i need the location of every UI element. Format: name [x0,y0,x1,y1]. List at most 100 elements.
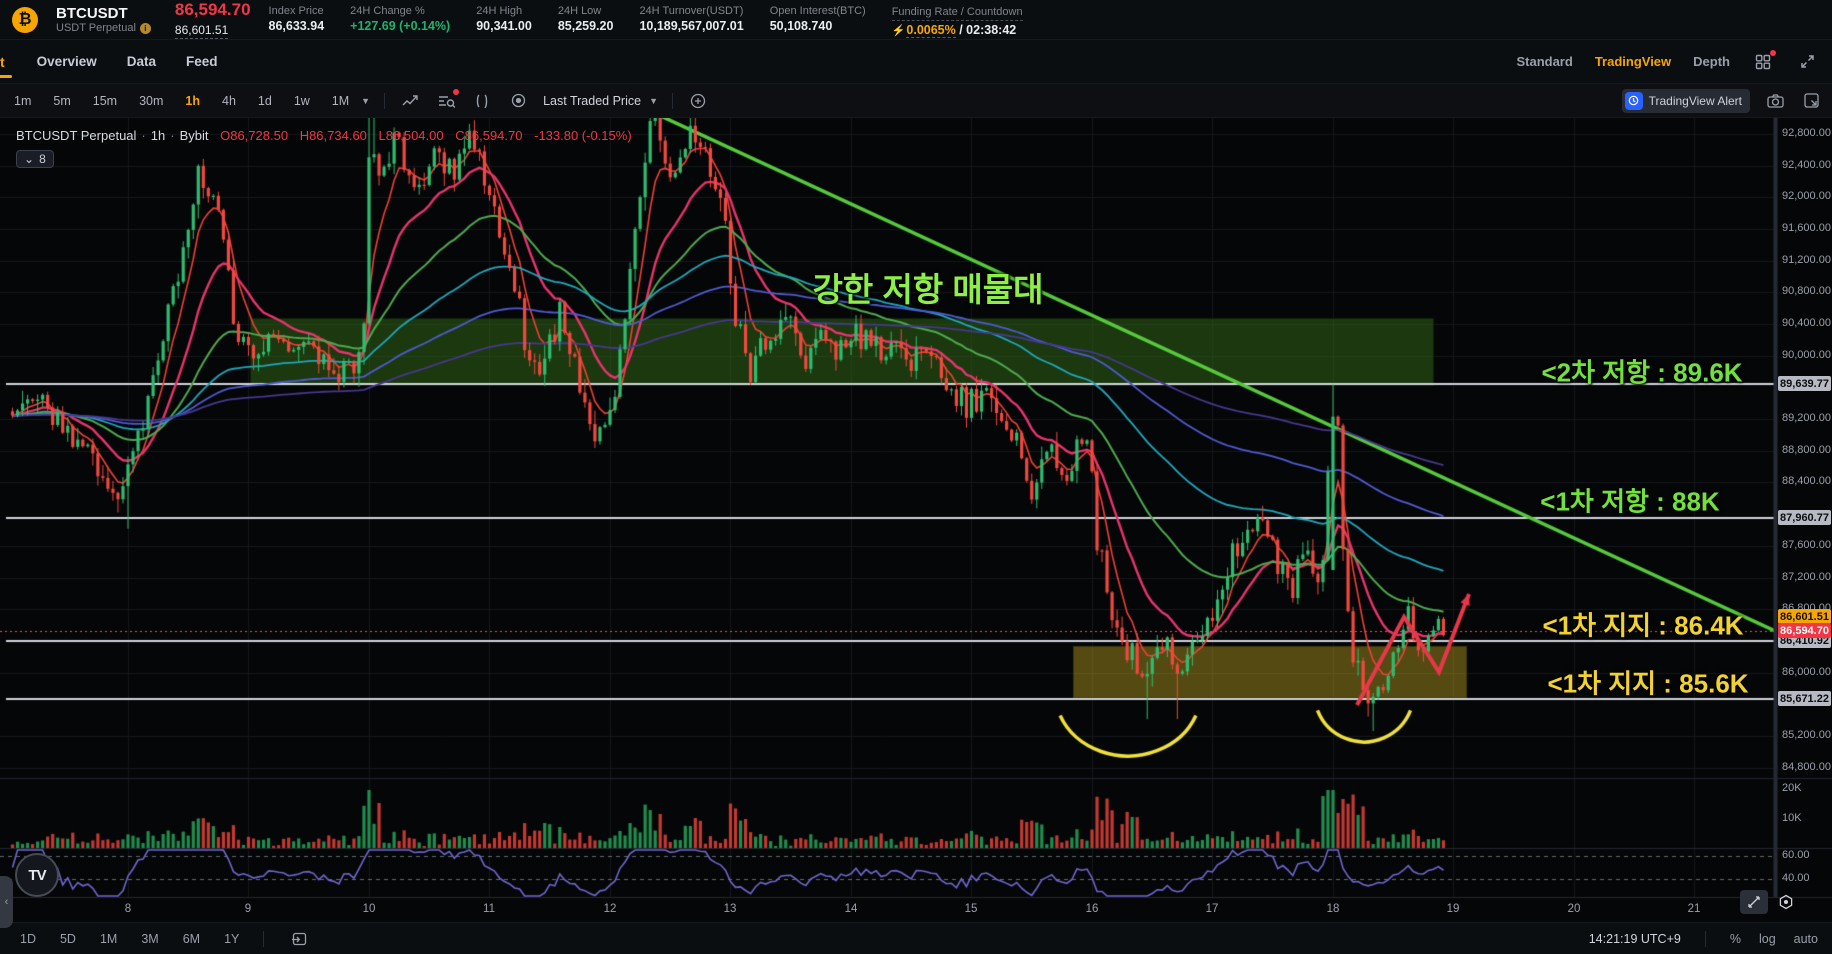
tab-overview[interactable]: Overview [36,54,97,69]
view-mode-standard[interactable]: Standard [1516,54,1573,69]
price-source-target-icon[interactable] [507,90,529,112]
funding-countdown: / 02:38:42 [955,22,1017,37]
price-tick-label: 91,600.00 [1782,222,1831,234]
interval-30m[interactable]: 30m [139,93,164,108]
range-6m[interactable]: 6M [182,931,201,946]
time-tick-label: 10 [362,903,376,915]
interval-4h[interactable]: 4h [222,93,236,108]
indicators-dot [453,88,460,95]
tab-chart-partial[interactable]: t [0,42,12,82]
price-tick-label: 10K [1782,812,1802,824]
chart-area[interactable]: BTCUSDT Perpetual · 1h · Bybit O86,728.50 H8… [0,118,1832,928]
panel-collapse-handle[interactable]: ‹ [0,876,13,928]
mark-price: 86,601.51 [174,23,229,39]
ticker-stat: 24H Change % +127.69 (+0.14%) [350,4,450,36]
chart-style-icon[interactable] [399,90,421,112]
time-tick-label: 21 [1687,903,1701,915]
legend-change: -133.80 (-0.15%) [534,128,632,143]
go-to-date-icon[interactable] [288,928,310,950]
interval-dropdown-caret[interactable]: ▼ [361,95,371,106]
legend-low: L86,504.00 [378,128,444,143]
price-tick-label: 90,800.00 [1782,285,1831,297]
price-tick-label: 87,600.00 [1782,539,1831,551]
interval-15m[interactable]: 15m [92,93,118,108]
range-1d[interactable]: 1D [20,931,36,946]
price-tick-label: 86,000.00 [1782,666,1831,678]
stat-value: +127.69 (+0.14%) [350,19,451,34]
price-tick-label: 84,800.00 [1782,761,1831,773]
interval-1w[interactable]: 1w [293,93,310,108]
price-source-caret[interactable]: ▼ [649,95,658,106]
stat-label: 24H High [476,4,523,17]
strong-resistance-zone-label: 강한 저항 매물대 [812,271,1044,308]
legend-exchange: Bybit [179,128,209,143]
time-tick-label: 19 [1446,903,1460,915]
fullscreen-icon[interactable] [1796,51,1818,73]
camera-icon[interactable] [1764,90,1786,112]
expand-panel-icon[interactable] [1800,90,1822,112]
support-2-label: <1차 지지 : 85.6K [1547,668,1749,699]
range-3m[interactable]: 3M [141,931,159,946]
price-tick-label: 89,200.00 [1782,412,1831,424]
last-price: 86,594.70 [174,0,251,19]
tab-data[interactable]: Data [126,54,156,69]
scale-percent[interactable]: % [1729,931,1741,946]
hline-price-badge: 85,671.22 [1778,691,1831,706]
mark-price-badge: 86,601.51 [1778,609,1831,624]
legend-open: O86,728.50 [220,128,289,143]
price-tick-label: 88,400.00 [1782,475,1831,487]
contract-type: USDT Perpetual [56,21,136,34]
tradingview-alert-button[interactable]: TradingView Alert [1621,88,1750,113]
tab-feed[interactable]: Feed [185,54,218,69]
price-tick-label: 87,200.00 [1782,571,1831,583]
legend-high: H86,734.60 [299,128,367,143]
scale-log[interactable]: log [1758,931,1776,946]
measure-tool-button[interactable] [1740,890,1768,914]
ticker-bar: ₿ BTCUSDT USDT Perpetual i 86,594.70 86,… [0,0,1832,40]
view-mode-tradingview[interactable]: TradingView [1594,54,1672,69]
price-tick-label: 40.00 [1782,872,1810,884]
alert-clock-icon [1624,91,1643,110]
time-tick-label: 15 [964,903,978,915]
ticker-stat: Open Interest(BTC) 50,108.740 [770,4,866,36]
info-icon[interactable]: i [139,22,151,34]
interval-1d[interactable]: 1d [257,93,272,108]
interval-1M[interactable]: 1M [331,93,350,108]
time-tick-label: 11 [483,903,495,915]
add-circle-icon[interactable] [687,90,709,112]
time-tick-label: 14 [844,903,858,915]
price-tick-label: 60.00 [1782,849,1810,861]
funding-rate-value[interactable]: 0.0065% [906,22,956,38]
indicators-icon[interactable] [435,88,460,112]
stat-value: 86,633.94 [268,19,325,34]
resistance-1-label: <1차 저항 : 88K [1540,486,1720,517]
range-5d[interactable]: 5D [59,931,76,946]
range-1m[interactable]: 1M [99,931,118,946]
time-tick-label: 8 [124,903,132,915]
range-1y[interactable]: 1Y [224,931,240,946]
price-axis[interactable]: 92,800.00 92,400.00 92,000.00 91,600.00 91,2… [1775,118,1832,897]
ticker-stat: Funding Rate / Countdown ⚡0.0065% / 02:38… [891,0,1023,38]
interval-1h[interactable]: 1h [185,93,200,108]
scale-auto[interactable]: auto [1793,931,1818,946]
ticker-stat: Index Price 86,633.94 [269,4,325,36]
tradingview-logo: TV [15,853,59,897]
settings-hex-button[interactable] [1772,890,1800,914]
layout-grid-icon[interactable] [1752,49,1776,73]
price-tick-label: 20K [1782,782,1802,794]
symbol-name[interactable]: BTCUSDT [56,4,128,22]
stat-value: 10,189,567,007.01 [639,19,744,34]
candlestick-chart-canvas[interactable] [0,118,1832,922]
time-tick-label: 12 [603,903,617,915]
stat-label: Index Price [268,4,324,17]
indicators-collapse-button[interactable]: ⌄ 8 [16,150,54,168]
stat-label: 24H Turnover(USDT) [639,4,744,17]
view-mode-depth[interactable]: Depth [1693,54,1730,69]
price-source-select[interactable]: Last Traded Price [543,93,642,108]
compare-icon[interactable] [471,90,493,112]
time-axis[interactable]: 8 9 10 11 12 13 14 15 16 17 18 19 20 21 [0,897,1775,923]
stat-value: 50,108.740 [769,19,833,34]
resistance-2-label: <2차 저항 : 89.6K [1541,357,1743,388]
interval-5m[interactable]: 5m [53,93,71,108]
interval-1m[interactable]: 1m [14,93,32,108]
